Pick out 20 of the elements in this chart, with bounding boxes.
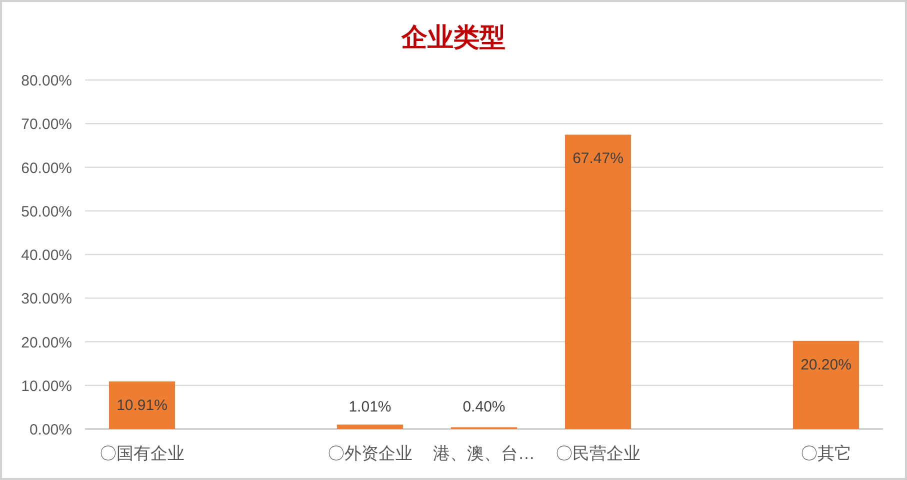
data-label: 10.91%	[116, 396, 168, 414]
ytick-label: 30.00%	[21, 290, 72, 308]
x-category: 〇外资企业	[328, 444, 412, 463]
ytick-label: 40.00%	[21, 247, 72, 264]
title: 企业类型	[402, 23, 506, 53]
x-category: 港、澳、台…	[433, 444, 535, 463]
ytick-label: 10.00%	[21, 378, 72, 395]
ytick-label: 80.00%	[21, 72, 72, 90]
x-category: 〇民营企业	[556, 444, 640, 463]
ytick-label: 0.00%	[29, 422, 72, 438]
data-label: 67.47%	[572, 150, 624, 168]
data-label: 0.40%	[462, 398, 506, 416]
ytick-label: 20.00%	[21, 334, 72, 352]
x-category: 〇其它	[800, 444, 852, 463]
x-category: 〇国有企业	[100, 444, 184, 463]
data-label: 20.20%	[800, 356, 852, 374]
ytick-label: 60.00%	[21, 160, 72, 177]
ytick-label: 70.00%	[21, 116, 72, 134]
ytick-label: 50.00%	[21, 203, 72, 220]
data-label: 1.01%	[348, 398, 392, 416]
